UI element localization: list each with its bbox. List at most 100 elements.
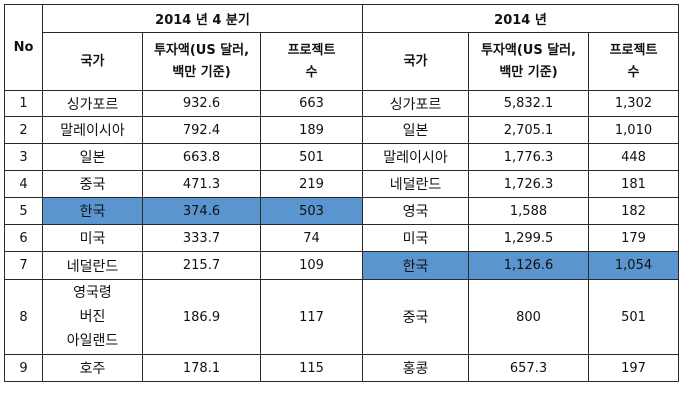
year-country-cell: 중국 [362, 279, 469, 355]
table-row: 5 한국 374.6 503 영국 1,588 182 [4, 197, 679, 225]
year-country-cell: 네덜란드 [362, 170, 469, 198]
rank-cell: 7 [4, 251, 43, 280]
q4-investment-cell: 178.1 [142, 354, 261, 382]
q4-investment-cell: 186.9 [142, 279, 261, 355]
projects-header-line1: 프로젝트 [287, 42, 336, 58]
year-investment-cell: 1,126.6 [468, 251, 589, 280]
table-body: 1 싱가포르 932.6 663 싱가포르 5,832.1 1,302 2 말레이시아 792.4… [4, 90, 679, 382]
year-investment-cell: 657.3 [468, 354, 589, 382]
q4-country-cell: 일본 [42, 143, 143, 171]
table-row: 9 호주 178.1 115 홍콩 657.3 197 [4, 354, 679, 382]
country-name-line: 네덜란드 [66, 258, 119, 275]
no-header: No [4, 4, 43, 91]
projects-header-line2: 수 [305, 64, 318, 80]
country-name-line: 미국 [79, 231, 106, 247]
year-investment-cell: 1,726.3 [468, 170, 589, 198]
year-investment-header: 투자액(US 달러, 백만 기준) [468, 32, 589, 91]
q4-projects-cell: 663 [260, 90, 363, 117]
year-projects-cell: 1,302 [588, 90, 679, 117]
country-name-line: 한국 [79, 204, 106, 220]
projects-header-line1: 프로젝트 [609, 42, 658, 58]
q4-projects-header: 프로젝트 수 [260, 32, 363, 91]
q4-country-cell: 한국 [42, 197, 143, 225]
rank-cell: 9 [4, 354, 43, 382]
q4-projects-cell: 189 [260, 116, 363, 144]
rank-cell: 3 [4, 143, 43, 171]
year-country-header: 국가 [362, 32, 469, 91]
year-country-cell: 미국 [362, 224, 469, 252]
table-row: 6 미국 333.7 74 미국 1,299.5 179 [4, 224, 679, 252]
country-name-line: 말레이시아 [60, 123, 125, 139]
country-name-line: 중국 [79, 177, 106, 193]
rank-cell: 8 [4, 279, 43, 355]
investment-header-line1: 투자액(US 달러, [480, 42, 577, 58]
q4-projects-cell: 115 [260, 354, 363, 382]
year-projects-cell: 448 [588, 143, 679, 171]
year-projects-cell: 179 [588, 224, 679, 252]
table-row: 4 중국 471.3 219 네덜란드 1,726.3 181 [4, 170, 679, 198]
rank-cell: 2 [4, 116, 43, 144]
q4-country-cell: 미국 [42, 224, 143, 252]
investment-ranking-table: No 2014 년 4 분기 2014 년 국가 투자액(US 달러, 백만 기… [4, 4, 679, 382]
q4-projects-cell: 117 [260, 279, 363, 355]
q4-investment-cell: 792.4 [142, 116, 261, 144]
q4-2014-header: 2014 년 4 분기 [42, 4, 363, 33]
q4-investment-header: 투자액(US 달러, 백만 기준) [142, 32, 261, 91]
table-row: 1 싱가포르 932.6 663 싱가포르 5,832.1 1,302 [4, 90, 679, 117]
year-country-cell: 싱가포르 [362, 90, 469, 117]
q4-projects-cell: 74 [260, 224, 363, 252]
header-row-columns: 국가 투자액(US 달러, 백만 기준) 프로젝트 수 국가 투자액(US 달러… [5, 32, 679, 91]
q4-country-header: 국가 [42, 32, 143, 91]
q4-country-cell: 중국 [42, 170, 143, 198]
projects-header-line2: 수 [627, 64, 640, 80]
year-investment-cell: 800 [468, 279, 589, 355]
q4-investment-cell: 471.3 [142, 170, 261, 198]
year-projects-header: 프로젝트 수 [588, 32, 679, 91]
q4-country-cell: 네덜란드 [42, 251, 143, 280]
q4-country-cell: 호주 [42, 354, 143, 382]
country-name-line: 아일랜드 [66, 333, 119, 349]
q4-projects-cell: 501 [260, 143, 363, 171]
year-investment-cell: 2,705.1 [468, 116, 589, 144]
q4-investment-cell: 215.7 [142, 251, 261, 280]
year-country-cell: 일본 [362, 116, 469, 144]
year-investment-cell: 1,588 [468, 197, 589, 225]
rank-cell: 4 [4, 170, 43, 198]
country-name-line: 싱가포르 [66, 96, 119, 113]
q4-investment-cell: 932.6 [142, 90, 261, 117]
q4-projects-cell: 219 [260, 170, 363, 198]
table-row: 7 네덜란드 215.7 109 한국 1,126.6 1,054 [4, 251, 679, 280]
year-country-cell: 홍콩 [362, 354, 469, 382]
year-country-cell: 말레이시아 [362, 143, 469, 171]
table-row: 3 일본 663.8 501 말레이시아 1,776.3 448 [4, 143, 679, 171]
header-row-periods: No 2014 년 4 분기 2014 년 [4, 4, 679, 91]
country-name-line: 일본 [79, 150, 106, 166]
q4-investment-cell: 374.6 [142, 197, 261, 225]
q4-country-cell: 싱가포르 [42, 90, 143, 117]
country-name-line: 버진 [79, 309, 106, 325]
q4-projects-cell: 503 [260, 197, 363, 225]
year-investment-cell: 5,832.1 [468, 90, 589, 117]
year-projects-cell: 1,010 [588, 116, 679, 144]
q4-country-cell: 말레이시아 [42, 116, 143, 144]
investment-header-line1: 투자액(US 달러, [153, 42, 250, 58]
q4-investment-cell: 663.8 [142, 143, 261, 171]
year-projects-cell: 197 [588, 354, 679, 382]
rank-cell: 5 [4, 197, 43, 225]
rank-cell: 6 [4, 224, 43, 252]
year-projects-cell: 182 [588, 197, 679, 225]
q4-investment-cell: 333.7 [142, 224, 261, 252]
year-investment-cell: 1,776.3 [468, 143, 589, 171]
q4-projects-cell: 109 [260, 251, 363, 280]
investment-header-line2: 백만 기준) [499, 64, 558, 80]
year-projects-cell: 501 [588, 279, 679, 355]
rank-cell: 1 [4, 90, 43, 117]
year-investment-cell: 1,299.5 [468, 224, 589, 252]
year-projects-cell: 181 [588, 170, 679, 198]
table-row: 8 영국령 버진 아일랜드 186.9 117 중국 800 501 [4, 279, 679, 355]
year-country-cell: 한국 [362, 251, 469, 280]
year-projects-cell: 1,054 [588, 251, 679, 280]
country-name-line: 영국령 [73, 285, 112, 301]
country-name-line: 호주 [79, 361, 106, 377]
